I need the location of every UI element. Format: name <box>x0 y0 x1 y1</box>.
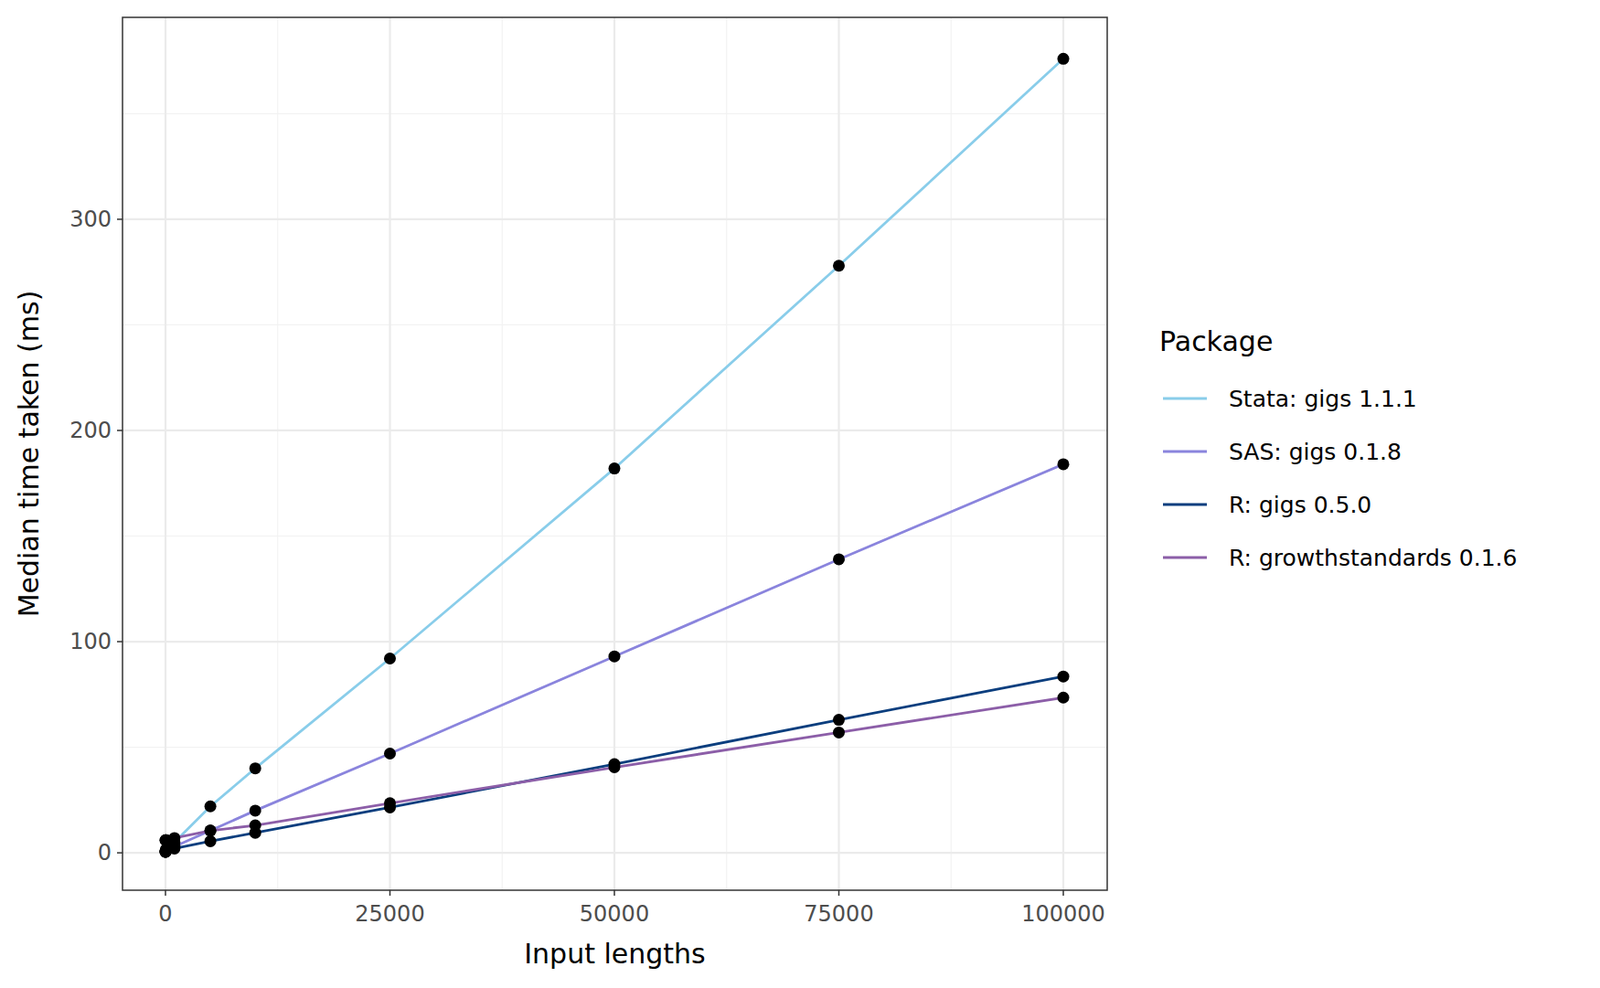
grid-line <box>1062 17 1065 891</box>
point <box>1056 692 1069 704</box>
point <box>1056 671 1069 683</box>
tick <box>164 890 167 896</box>
minor-grid <box>950 17 952 891</box>
legend-label: R: growthstandards 0.1.6 <box>1228 544 1517 572</box>
point <box>384 652 396 665</box>
tick-label: 25000 <box>354 901 425 928</box>
tick-label: 100000 <box>1021 901 1106 928</box>
point <box>384 797 396 810</box>
tick <box>1062 890 1065 896</box>
point <box>249 762 262 775</box>
tick-label: 75000 <box>803 901 874 928</box>
legend-label: SAS: gigs 0.1.8 <box>1228 438 1402 466</box>
series-line <box>165 464 1064 853</box>
legend-title: Package <box>1159 325 1273 358</box>
tick-label: 100 <box>69 629 112 655</box>
x-axis-title: Input lengths <box>523 938 705 971</box>
legend-label: R: gigs 0.5.0 <box>1228 491 1372 519</box>
plot-background <box>122 17 1108 891</box>
point <box>832 714 845 726</box>
point <box>608 761 620 774</box>
series-line <box>165 697 1064 841</box>
minor-grid <box>277 17 278 891</box>
point <box>168 832 181 844</box>
tick-label: 200 <box>69 417 112 444</box>
legend-key <box>1162 556 1207 560</box>
plot-frame <box>122 17 1108 891</box>
tick <box>117 852 123 854</box>
legend-key <box>1162 397 1207 401</box>
grid-line <box>122 852 1108 854</box>
point <box>204 824 217 837</box>
point <box>249 804 262 817</box>
point <box>608 462 620 475</box>
series-line <box>165 58 1064 852</box>
point <box>204 824 217 837</box>
series-line <box>165 676 1064 853</box>
y-axis-title: Median time taken (ms) <box>12 290 45 619</box>
tick-label: 50000 <box>579 901 650 928</box>
point <box>1056 458 1069 470</box>
minor-grid <box>725 17 727 891</box>
tick <box>117 429 123 432</box>
point <box>1056 53 1069 65</box>
grid-line <box>122 429 1108 432</box>
point <box>832 553 845 566</box>
tick <box>613 890 616 896</box>
point <box>832 726 845 739</box>
minor-grid <box>501 17 503 891</box>
point <box>384 747 396 760</box>
tick <box>117 218 123 221</box>
grid-line <box>122 640 1108 643</box>
grid-line <box>122 218 1108 221</box>
legend-label: Stata: gigs 1.1.1 <box>1228 385 1418 413</box>
grid-line <box>164 17 167 891</box>
point <box>249 820 262 832</box>
point <box>832 259 845 272</box>
point <box>204 800 217 813</box>
tick <box>838 890 841 896</box>
tick <box>389 890 392 896</box>
point <box>204 835 217 848</box>
legend-key <box>1162 503 1207 507</box>
tick-label: 0 <box>158 901 172 928</box>
point <box>608 650 620 663</box>
tick-label: 0 <box>97 840 112 866</box>
chart: 0 25000 50000 75000 100000 0 100 200 300 Input le… <box>0 0 1600 988</box>
grid-line <box>837 17 840 891</box>
plot-marks <box>160 53 1070 859</box>
legend-key <box>1162 450 1207 454</box>
tick <box>117 640 123 643</box>
tick-label: 300 <box>69 206 112 233</box>
